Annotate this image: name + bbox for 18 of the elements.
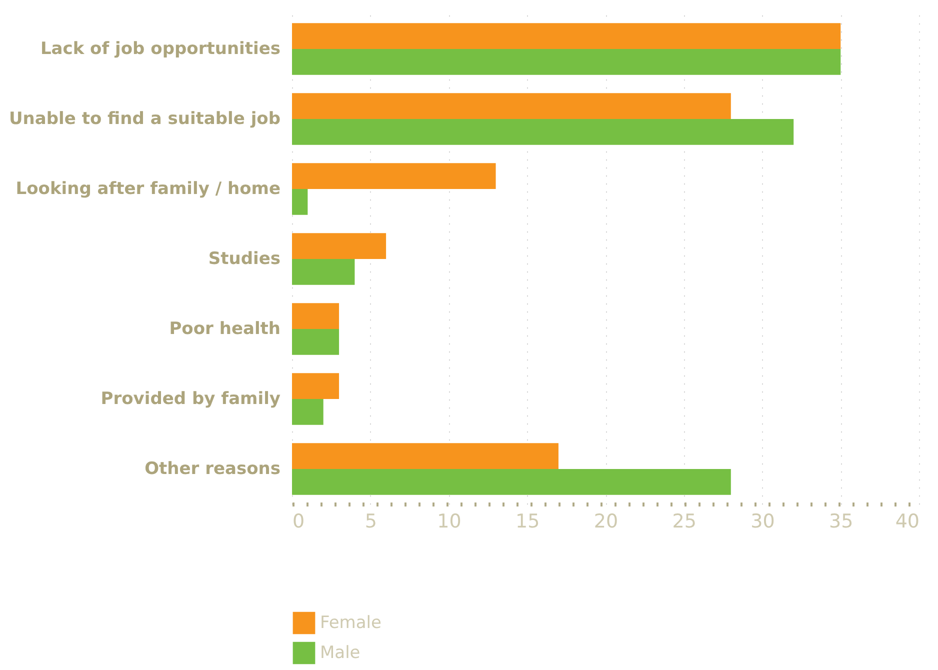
- x-tick-label: 25: [672, 510, 696, 532]
- x-tick-label: 35: [829, 510, 854, 532]
- x-tick-label: 15: [516, 510, 540, 532]
- x-tick-label: 10: [437, 510, 462, 532]
- x-tick-label: 30: [750, 510, 775, 532]
- y-tick-label: Unable to find a suitable job: [9, 109, 280, 129]
- y-tick-label: Poor health: [169, 319, 280, 339]
- y-tick-label: Studies: [208, 249, 280, 269]
- y-tick-label: Looking after family / home: [16, 179, 280, 199]
- legend-label: Male: [320, 643, 360, 663]
- x-tick-label: 0: [292, 510, 305, 532]
- legend-label: Female: [320, 613, 382, 633]
- y-tick-label: Other reasons: [144, 459, 280, 479]
- y-tick-label: Lack of job opportunities: [40, 39, 280, 59]
- x-tick-label: 5: [364, 510, 377, 532]
- x-tick-label: 20: [594, 510, 618, 532]
- x-tick-label: 40: [895, 510, 920, 532]
- y-tick-label: Provided by family: [100, 389, 280, 409]
